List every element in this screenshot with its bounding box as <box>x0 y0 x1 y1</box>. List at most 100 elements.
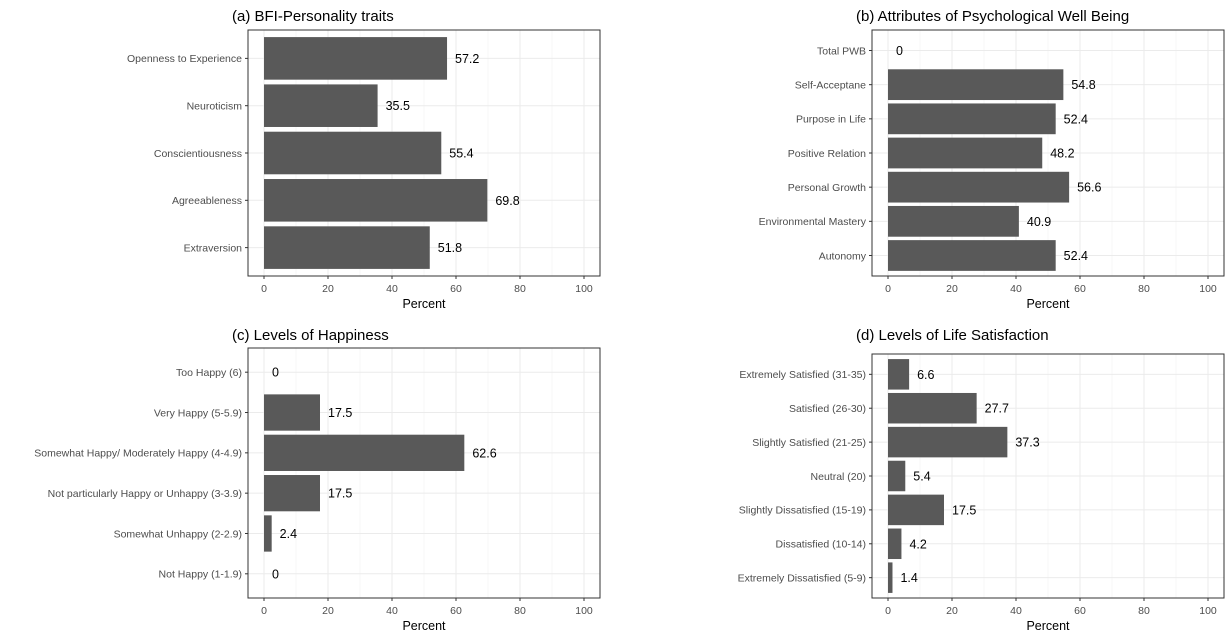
x-axis-title: Percent <box>402 297 446 311</box>
category-label: Self-Acceptane <box>795 79 866 91</box>
category-label: Extremely Satisfied (31-35) <box>739 369 866 381</box>
x-tick-label: 80 <box>1138 605 1150 617</box>
x-tick-label: 60 <box>1074 283 1086 295</box>
category-label: Conscientiousness <box>154 148 242 160</box>
bar <box>264 131 442 175</box>
x-tick-label: 100 <box>575 283 593 295</box>
x-tick-label: 40 <box>386 605 398 617</box>
x-tick-label: 0 <box>885 283 891 295</box>
panel-c-levels-of-happiness: 0 17.5 62.6 17.5 2.4 0 Too Happy (6) Very Happy… <box>34 327 601 633</box>
value-label: 69.8 <box>495 194 519 208</box>
panel-b-psychological-well-being: 0 54.8 52.4 48.2 56.6 40.9 52.4 Total PWB Self-A… <box>759 8 1225 311</box>
x-axis-title: Percent <box>1026 297 1070 311</box>
value-label: 17.5 <box>952 503 976 517</box>
bar <box>264 515 272 552</box>
x-tick-label: 100 <box>1199 605 1217 617</box>
category-label: Total PWB <box>817 45 866 57</box>
bar <box>264 84 378 127</box>
x-tick-label: 60 <box>1074 605 1086 617</box>
category-label: Neuroticism <box>187 100 243 112</box>
x-tick-label: 0 <box>885 605 891 617</box>
x-tick-label: 60 <box>450 283 462 295</box>
value-label: 0 <box>896 44 903 58</box>
x-tick-label: 40 <box>1010 283 1022 295</box>
bar <box>888 426 1008 458</box>
category-label: Slightly Satisfied (21-25) <box>752 437 866 449</box>
x-tick-label: 100 <box>575 605 593 617</box>
bar <box>888 240 1056 271</box>
x-tick-label: 40 <box>1010 605 1022 617</box>
bar <box>888 528 902 560</box>
panel-title: (b) Attributes of Psychological Well Bei… <box>856 8 1129 25</box>
category-label: Dissatisfied (10-14) <box>776 539 866 551</box>
category-label: Not particularly Happy or Unhappy (3-3.9… <box>48 488 242 500</box>
x-tick-label: 20 <box>946 605 958 617</box>
category-label: Extraversion <box>184 242 243 254</box>
x-axis-title: Percent <box>402 619 446 633</box>
value-label: 5.4 <box>913 470 930 484</box>
bar <box>264 434 465 471</box>
x-tick-label: 80 <box>514 283 526 295</box>
value-label: 17.5 <box>328 487 352 501</box>
value-label: 37.3 <box>1015 436 1039 450</box>
bar <box>888 171 1070 203</box>
x-tick-label: 20 <box>322 605 334 617</box>
panel-title: (c) Levels of Happiness <box>232 327 389 344</box>
category-label: Purpose in Life <box>796 114 866 126</box>
value-label: 2.4 <box>280 527 297 541</box>
category-label: Autonomy <box>819 250 867 262</box>
value-label: 35.5 <box>386 99 410 113</box>
value-label: 27.7 <box>985 402 1009 416</box>
x-tick-label: 60 <box>450 605 462 617</box>
value-label: 52.4 <box>1064 249 1088 263</box>
category-label: Openness to Experience <box>127 53 242 65</box>
category-label: Slightly Dissatisfied (15-19) <box>739 505 866 517</box>
category-label: Agreeableness <box>172 195 242 207</box>
x-tick-label: 20 <box>322 283 334 295</box>
category-label: Somewhat Happy/ Moderately Happy (4-4.9) <box>34 448 242 460</box>
panel-a-personality-traits: 57.2 35.5 55.4 69.8 51.8 Openness to Experien… <box>127 8 601 311</box>
value-label: 52.4 <box>1064 112 1088 126</box>
value-label: 51.8 <box>438 241 462 255</box>
category-label: Not Happy (1-1.9) <box>159 569 242 581</box>
x-tick-label: 80 <box>1138 283 1150 295</box>
bar <box>264 394 320 431</box>
value-label: 54.8 <box>1071 78 1095 92</box>
bar <box>888 103 1056 135</box>
value-label: 57.2 <box>455 52 479 66</box>
value-label: 55.4 <box>449 147 473 161</box>
category-label: Too Happy (6) <box>176 367 242 379</box>
bar <box>888 69 1064 101</box>
bar <box>888 562 893 593</box>
value-label: 1.4 <box>900 571 917 585</box>
value-label: 17.5 <box>328 406 352 420</box>
x-axis-title: Percent <box>1026 619 1070 633</box>
value-label: 4.2 <box>909 537 926 551</box>
bar <box>264 37 448 80</box>
x-tick-label: 100 <box>1199 283 1217 295</box>
x-tick-label: 40 <box>386 283 398 295</box>
panel-title: (d) Levels of Life Satisfaction <box>856 327 1049 344</box>
category-label: Personal Growth <box>788 182 866 194</box>
panel-title: (a) BFI-Personality traits <box>232 8 394 25</box>
value-label: 0 <box>272 366 279 380</box>
bar <box>888 359 910 390</box>
category-label: Environmental Mastery <box>759 216 867 228</box>
category-label: Somewhat Unhappy (2-2.9) <box>114 528 242 540</box>
value-label: 0 <box>272 567 279 581</box>
bar <box>888 460 906 492</box>
bar <box>888 494 944 526</box>
panel-d-levels-of-life-satisfaction: 6.6 27.7 37.3 5.4 17.5 4.2 1.4 Extremely Satisf… <box>738 327 1225 633</box>
category-label: Satisfied (26-30) <box>789 403 866 415</box>
category-label: Extremely Dissatisfied (5-9) <box>738 572 866 584</box>
category-label: Positive Relation <box>788 148 866 160</box>
bar <box>264 475 320 512</box>
category-label: Neutral (20) <box>811 471 866 483</box>
value-label: 62.6 <box>472 446 496 460</box>
value-label: 48.2 <box>1050 147 1074 161</box>
x-tick-label: 20 <box>946 283 958 295</box>
panel-border <box>247 347 601 599</box>
bar <box>888 205 1019 237</box>
bar <box>888 392 977 424</box>
